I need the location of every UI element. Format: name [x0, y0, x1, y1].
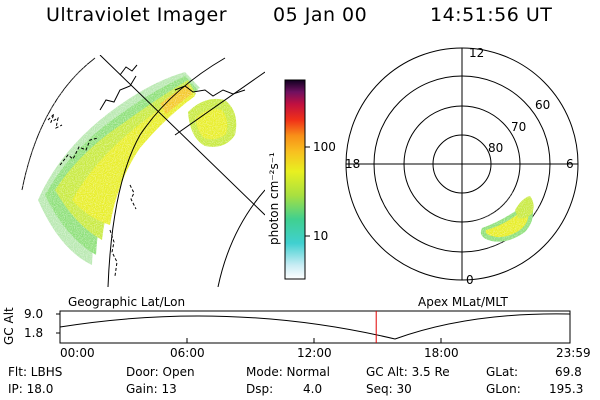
strip-xtick-0: 00:00 [60, 346, 95, 360]
altitude-strip-chart [56, 310, 571, 344]
strip-xtick-2: 12:00 [297, 346, 332, 360]
date-label: 05 Jan 00 [273, 4, 368, 26]
polar-mlat-mlt-plot [345, 47, 579, 281]
strip-ytick-low: 1.8 [24, 326, 44, 340]
mlt-label-12: 12 [469, 46, 485, 60]
glat-label: GLat: [486, 365, 519, 379]
strip-left-title: Geographic Lat/Lon [68, 295, 186, 309]
seq-info: Seq: 30 [366, 382, 412, 396]
strip-xtick-1: 06:00 [170, 346, 205, 360]
filter-info: Flt: LBHS [8, 365, 63, 379]
colorbar-tick-100: 100 [313, 140, 336, 154]
gc-alt-info: GC Alt: 3.5 Re [366, 365, 450, 379]
gain-info: Gain: 13 [126, 382, 177, 396]
lat-label-60: 60 [535, 98, 551, 112]
dsp-value: 4.0 [303, 382, 323, 396]
geographic-auroral-image [20, 55, 265, 287]
glon-label: GLon: [486, 382, 521, 396]
strip-right-title: Apex MLat/MLT [418, 295, 508, 309]
glon-value: 195.3 [549, 382, 584, 396]
lat-label-80: 80 [488, 141, 504, 155]
strip-xtick-3: 18:00 [424, 346, 459, 360]
instrument-title: Ultraviolet Imager [46, 4, 228, 26]
color-scale-bar [284, 79, 310, 280]
dsp-label: Dsp: [246, 382, 274, 396]
mode-info: Mode: Normal [246, 365, 330, 379]
colorbar-unit-label: photon cm⁻²s⁻¹ [267, 152, 281, 245]
mlt-label-6: 6 [566, 157, 574, 171]
strip-xtick-4: 23:59 [556, 346, 591, 360]
time-label: 14:51:56 UT [430, 4, 553, 26]
mlt-label-18: 18 [345, 157, 361, 171]
strip-ylabel: GC Alt [2, 307, 16, 345]
glat-value: 69.8 [555, 365, 582, 379]
door-info: Door: Open [126, 365, 195, 379]
strip-ytick-high: 9.0 [24, 307, 44, 321]
mlt-label-0: 0 [466, 273, 474, 287]
ip-info: IP: 18.0 [8, 382, 54, 396]
colorbar-tick-10: 10 [313, 229, 329, 243]
lat-label-70: 70 [511, 120, 527, 134]
